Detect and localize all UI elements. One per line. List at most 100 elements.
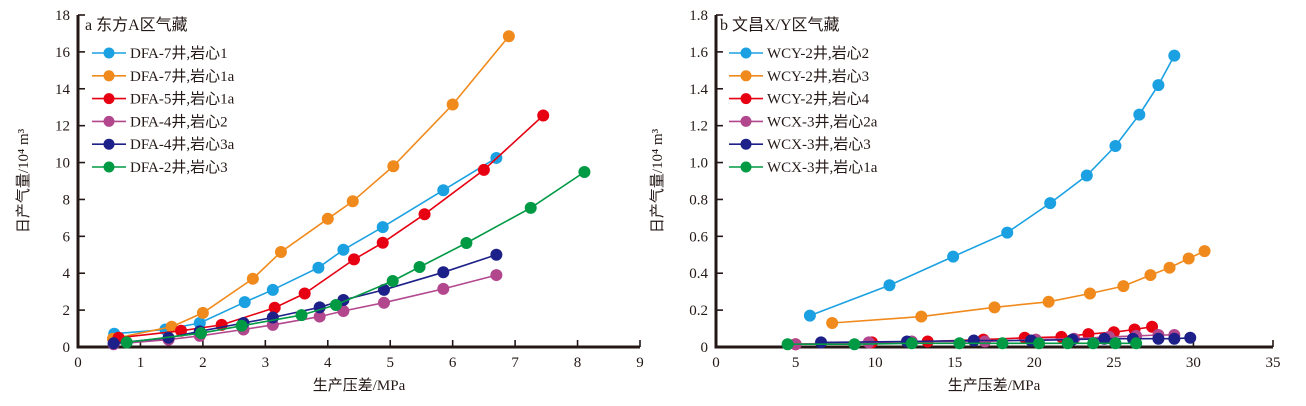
data-point xyxy=(815,336,828,349)
x-tick-label: 9 xyxy=(636,355,644,371)
legend-item: DFA-5井,岩心1a xyxy=(92,91,235,108)
x-tick-label: 30 xyxy=(1186,355,1201,371)
legend: WCY-2井,岩心2 WCY-2井,岩心3 WCY-2井,岩心4 WCX-3井,岩心2… xyxy=(729,45,878,176)
data-point xyxy=(346,195,359,208)
legend-label: DFA-4井,岩心3a xyxy=(130,136,235,153)
data-point xyxy=(578,165,591,178)
data-point xyxy=(502,30,515,43)
data-point xyxy=(377,283,390,296)
legend-label: DFA-7井,岩心1 xyxy=(130,45,228,62)
y-tick-label: 0.2 xyxy=(689,303,708,319)
data-point xyxy=(1163,261,1176,274)
legend-marker xyxy=(740,93,752,105)
legend-marker xyxy=(740,47,752,59)
data-point xyxy=(1061,337,1074,350)
legend-item: DFA-7井,岩心1 xyxy=(92,45,228,62)
data-point xyxy=(781,338,794,351)
data-point xyxy=(120,336,133,349)
data-point xyxy=(953,337,966,350)
legend-label: DFA-2井,岩心3 xyxy=(130,159,228,176)
data-point xyxy=(524,201,537,214)
data-point xyxy=(996,337,1009,350)
y-tick-label: 10 xyxy=(55,156,70,172)
x-tick-label: 25 xyxy=(1106,355,1121,371)
legend-label: WCY-2井,岩心2 xyxy=(767,45,869,62)
x-axis-title: 生产压差/MPa xyxy=(948,377,1041,394)
y-tick-label: 18 xyxy=(55,8,70,24)
legend-label: WCY-2井,岩心3 xyxy=(767,68,869,85)
y-tick-label: 4 xyxy=(63,266,71,282)
data-point xyxy=(1033,337,1046,350)
chart-panel-b: 0 5 10 15 20 25 30 35 0 0.2 0.4 0.6 0.8 1.0 1.2 1.4 1.6 1… xyxy=(649,8,1281,394)
x-tick-label: 3 xyxy=(262,355,270,371)
legend-item: WCY-2井,岩心3 xyxy=(729,68,869,85)
x-tick-label: 10 xyxy=(868,355,883,371)
legend-item: WCX-3井,岩心2a xyxy=(729,113,878,130)
data-point xyxy=(1044,197,1057,210)
data-point xyxy=(437,282,450,295)
data-point xyxy=(915,310,928,323)
data-point xyxy=(437,184,450,197)
legend-marker xyxy=(103,115,115,127)
x-tick-label: 2 xyxy=(199,355,207,371)
y-tick-label: 2 xyxy=(63,303,71,319)
data-point xyxy=(1109,337,1122,350)
series-line xyxy=(114,157,497,335)
data-point xyxy=(1146,320,1159,333)
legend-item: DFA-4井,岩心3a xyxy=(92,136,235,153)
data-point xyxy=(1001,226,1014,239)
data-point xyxy=(1198,245,1211,258)
legend-label: WCX-3井,岩心2a xyxy=(767,113,878,130)
data-point xyxy=(1080,169,1093,182)
legend-marker xyxy=(103,161,115,173)
data-point xyxy=(329,298,342,311)
data-point xyxy=(803,309,816,322)
data-point xyxy=(460,236,473,249)
data-point xyxy=(537,109,550,122)
legend-marker xyxy=(103,93,115,105)
legend-item: WCY-2井,岩心4 xyxy=(729,91,870,108)
data-point xyxy=(312,261,325,274)
data-point xyxy=(268,301,281,314)
data-point xyxy=(295,309,308,322)
series-line xyxy=(820,337,1191,344)
x-tick-label: 5 xyxy=(792,355,800,371)
data-point xyxy=(274,246,287,259)
legend-marker xyxy=(740,115,752,127)
series-line xyxy=(113,274,497,345)
series-2 xyxy=(826,245,1211,330)
panel-title: a 东方A区气藏 xyxy=(85,16,188,34)
x-tick-label: 7 xyxy=(511,355,519,371)
y-tick-label: 16 xyxy=(55,45,71,61)
data-point xyxy=(978,335,991,348)
y-axis-title: 日产气量/10⁴ m³ xyxy=(649,128,666,233)
y-tick-label: 1.8 xyxy=(689,8,708,24)
data-point xyxy=(446,98,459,111)
x-tick-label: 8 xyxy=(574,355,582,371)
legend-label: WCX-3井,岩心1a xyxy=(767,159,878,176)
data-point xyxy=(826,317,839,330)
legend-item: WCX-3井,岩心1a xyxy=(729,159,878,176)
y-tick-label: 14 xyxy=(55,82,71,98)
data-point xyxy=(298,287,311,300)
legend: DFA-7井,岩心1 DFA-7井,岩心1a DFA-5井,岩心1a DFA-4井,岩… xyxy=(92,45,235,176)
data-point xyxy=(1098,332,1111,345)
legend-marker xyxy=(103,47,115,59)
y-tick-label: 0.8 xyxy=(689,192,708,208)
data-point xyxy=(1083,287,1096,300)
x-tick-label: 0 xyxy=(74,355,82,371)
data-point xyxy=(337,243,350,256)
legend-marker xyxy=(103,70,115,82)
data-point xyxy=(967,334,980,347)
data-point xyxy=(376,236,389,249)
series-6 xyxy=(781,337,1143,351)
data-point xyxy=(235,319,248,332)
data-point xyxy=(1130,337,1143,350)
data-point xyxy=(321,212,334,225)
x-tick-label: 6 xyxy=(449,355,457,371)
data-point xyxy=(165,320,178,333)
legend-item: DFA-7井,岩心1a xyxy=(92,68,235,85)
y-tick-label: 6 xyxy=(63,229,71,245)
data-point xyxy=(490,269,503,282)
